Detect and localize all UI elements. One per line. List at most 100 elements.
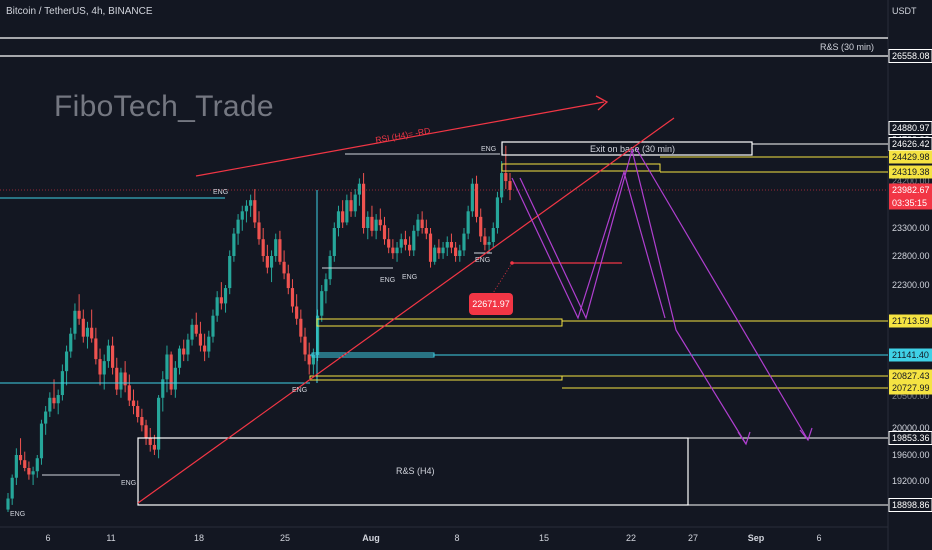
candle (420, 211, 424, 234)
candle-body (445, 242, 449, 248)
candle-body (458, 250, 462, 256)
candle (424, 219, 428, 240)
candle (474, 175, 479, 223)
candle-body (336, 211, 341, 228)
candle (81, 309, 85, 343)
candle (165, 345, 169, 393)
eng-label: ENG (213, 189, 228, 196)
candle (77, 294, 81, 325)
candle-body (157, 397, 161, 450)
price-label-text: 20727.99 (892, 383, 930, 393)
candle-body (491, 228, 495, 242)
candle (361, 173, 366, 234)
candle-body (90, 327, 94, 339)
candle-body (428, 233, 433, 262)
candle (35, 455, 39, 478)
candle-body (500, 173, 504, 198)
candle-body (6, 498, 10, 510)
price-label-24880.97: 24880.97 (888, 121, 932, 135)
symbol-title: Bitcoin / TetherUS, 4h, BINANCE (6, 6, 153, 17)
candle (437, 239, 441, 259)
candle-body (311, 354, 315, 365)
candle-body (261, 239, 265, 256)
candle-body (44, 411, 48, 424)
candle (18, 438, 23, 465)
candle-body (23, 460, 27, 468)
rsi-label: RSI (H4)= -RD (375, 125, 431, 144)
candle (161, 371, 165, 412)
candle-body (56, 395, 60, 404)
eng-label: ENG (475, 257, 490, 264)
price-label-text: 24880.97 (892, 123, 930, 133)
price-label-text: 18898.86 (892, 500, 930, 510)
candle-body (207, 336, 211, 352)
candle (303, 327, 307, 362)
candle-body (303, 336, 307, 355)
y-tick-label: 22800.00 (892, 251, 930, 261)
candle-body (219, 297, 223, 304)
candle (211, 309, 215, 343)
candle-body (144, 425, 148, 439)
candle (90, 309, 94, 343)
price-label-text: 24429.98 (892, 152, 930, 162)
candle-body (483, 236, 487, 245)
price-label-countdown: 03:35:15 (892, 198, 927, 208)
price-label-bg (889, 348, 932, 362)
candle-body (357, 183, 361, 195)
candle (504, 145, 508, 190)
candle-body (198, 333, 203, 346)
candle-body (403, 239, 408, 245)
candle (244, 200, 249, 223)
ascending-trendline (137, 117, 675, 504)
candle (466, 205, 470, 240)
candle (144, 419, 148, 445)
candle (106, 339, 110, 368)
candle-body (182, 348, 186, 355)
price-label-24626.42: 24626.42 (888, 137, 932, 151)
candle (148, 428, 152, 452)
projection-path-1 (511, 169, 666, 320)
candle-body (391, 247, 395, 254)
candle-body (98, 359, 102, 375)
candle-body (77, 310, 81, 319)
x-tick-label: 15 (539, 533, 549, 543)
rs-h4-label: R&S (H4) (396, 466, 435, 476)
candle-body (282, 261, 286, 274)
candle (391, 239, 395, 259)
candle (48, 392, 52, 418)
candle (483, 228, 487, 251)
candle (215, 291, 219, 322)
price-label-text: 24319.38 (892, 167, 930, 177)
candle-body (165, 354, 169, 380)
candles-group (6, 145, 512, 512)
price-label-text: 19853.36 (892, 433, 930, 443)
candle (31, 466, 35, 485)
price-label-text: 21713.59 (892, 316, 930, 326)
yellow-zone-24429 (501, 163, 661, 172)
eng-label: ENG (481, 146, 496, 153)
candle (123, 361, 127, 393)
candle (387, 228, 391, 254)
candle (136, 400, 140, 423)
candle (495, 191, 500, 234)
eng-label: ENG (380, 277, 395, 284)
candle-body (370, 216, 374, 231)
candle (508, 173, 512, 201)
candle-body (161, 379, 165, 398)
candle (458, 244, 462, 262)
candle-body (474, 183, 479, 217)
candle (140, 408, 144, 432)
candle-body (361, 183, 366, 228)
candle (341, 200, 345, 228)
candle (408, 236, 412, 256)
price-label-24319.38: 24319.38 (889, 165, 932, 179)
candle (240, 205, 244, 231)
candle (157, 395, 161, 459)
candle-body (449, 242, 454, 248)
candle-body (286, 273, 290, 289)
price-label-bg (889, 369, 932, 383)
candle (94, 327, 98, 365)
candle (173, 361, 177, 398)
candle (131, 389, 136, 415)
